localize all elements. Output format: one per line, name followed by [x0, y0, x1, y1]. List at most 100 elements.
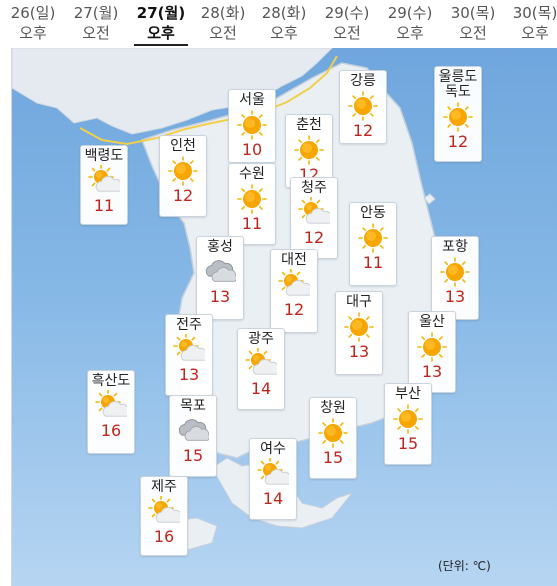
city-name: 여수: [260, 441, 286, 457]
city-name: 서울: [239, 92, 265, 108]
tab-3[interactable]: 28(화) 오전: [194, 3, 252, 43]
city-name: 목포: [180, 398, 206, 414]
city-card[interactable]: 여수 14: [249, 438, 297, 520]
city-temperature: 13: [444, 287, 466, 306]
city-card[interactable]: 인천 12: [159, 135, 207, 217]
city-name: 인천: [170, 138, 196, 154]
sun-icon: [439, 256, 471, 288]
tab-period: 오후: [396, 24, 424, 42]
cloudy-icon: [177, 415, 210, 447]
tab-0[interactable]: 26(일) 오후: [4, 3, 62, 43]
city-card[interactable]: 흑산도 16: [87, 370, 135, 454]
city-name: 청주: [301, 180, 327, 196]
city-temperature: 12: [447, 132, 469, 151]
sun-icon: [442, 101, 474, 133]
city-temperature: 14: [262, 489, 284, 508]
city-temperature: 12: [352, 121, 374, 140]
city-card[interactable]: 제주 16: [140, 476, 188, 556]
city-temperature: 10: [241, 140, 263, 159]
city-card[interactable]: 목포 15: [169, 395, 217, 477]
city-name: 흑산도: [91, 373, 131, 389]
city-name: 수원: [239, 166, 265, 182]
city-name: 울산: [419, 314, 445, 330]
partly-cloudy-icon: [95, 389, 130, 422]
city-name: 제주: [151, 479, 177, 495]
city-name: 대전: [281, 252, 307, 268]
tab-8[interactable]: 30(목) 오후: [506, 3, 557, 43]
city-temperature: 11: [241, 214, 263, 233]
unit-label: (단위: ℃): [438, 559, 491, 573]
sun-icon: [293, 134, 325, 166]
city-temperature: 11: [362, 253, 384, 272]
sun-icon: [317, 417, 349, 449]
tab-2[interactable]: 27(월) 오후: [132, 3, 190, 46]
tab-7[interactable]: 30(목) 오전: [444, 3, 502, 43]
city-card[interactable]: 부산 15: [384, 383, 432, 465]
city-card[interactable]: 백령도 11: [80, 145, 128, 225]
tab-date: 30(목): [450, 4, 496, 22]
city-temperature: 13: [209, 287, 231, 306]
city-card[interactable]: 안동 11: [349, 202, 397, 286]
city-temperature: 15: [182, 446, 204, 465]
city-temperature: 15: [322, 448, 344, 467]
city-name: 춘천: [296, 117, 322, 133]
city-card[interactable]: 홍성 13: [196, 236, 244, 320]
city-temperature: 15: [397, 434, 419, 453]
sun-icon: [236, 109, 268, 141]
tab-period: 오후: [270, 24, 298, 42]
tab-5[interactable]: 29(수) 오전: [318, 3, 376, 43]
city-name: 홍성: [207, 239, 233, 255]
city-name: 창원: [320, 400, 346, 416]
partly-cloudy-icon: [88, 164, 123, 197]
tab-date: 30(목): [512, 4, 557, 22]
city-card[interactable]: 대전 12: [270, 249, 318, 333]
city-temperature: 16: [100, 421, 122, 440]
city-temperature: 14: [250, 379, 272, 398]
city-card[interactable]: 서울 10: [228, 89, 276, 163]
tab-period: 오후: [147, 24, 175, 42]
cloudy-icon: [204, 256, 237, 288]
city-card[interactable]: 울산 13: [408, 311, 456, 393]
tab-period: 오후: [19, 24, 47, 42]
sun-icon: [416, 331, 448, 363]
city-name: 울릉도 독도: [438, 69, 478, 100]
partly-cloudy-icon: [257, 457, 292, 490]
weather-map: 서울 10 춘천 12 강릉 12 울릉도 독도 12 백령도 11 인천 12 수원 11 청주 12 안동 1…: [11, 48, 557, 586]
partly-cloudy-icon: [173, 333, 208, 366]
tab-4[interactable]: 28(화) 오후: [255, 3, 313, 43]
city-name: 대구: [346, 294, 372, 310]
sun-icon: [236, 183, 268, 215]
city-temperature: 16: [153, 527, 175, 546]
partly-cloudy-icon: [298, 196, 333, 229]
city-temperature: 13: [178, 365, 200, 384]
city-card[interactable]: 광주 14: [237, 328, 285, 410]
city-card[interactable]: 울릉도 독도 12: [434, 66, 482, 162]
tab-date: 29(수): [324, 4, 370, 22]
partly-cloudy-icon: [148, 495, 183, 528]
tab-period: 오전: [333, 24, 361, 42]
time-tabs: 26(일) 오후 27(월) 오전 27(월) 오후 28(화) 오전 28(화) 오후 29(수)…: [0, 0, 557, 48]
tab-date: 29(수): [387, 4, 433, 22]
tab-period: 오전: [459, 24, 487, 42]
city-temperature: 12: [283, 300, 305, 319]
city-card[interactable]: 강릉 12: [339, 70, 387, 144]
partly-cloudy-icon: [278, 268, 313, 301]
city-card[interactable]: 청주 12: [290, 177, 338, 259]
city-temperature: 11: [93, 196, 115, 215]
city-name: 강릉: [350, 73, 376, 89]
city-temperature: 13: [348, 342, 370, 361]
sun-icon: [357, 222, 389, 254]
tab-1[interactable]: 27(월) 오전: [67, 3, 125, 43]
partly-cloudy-icon: [245, 347, 280, 380]
city-card[interactable]: 대구 13: [335, 291, 383, 375]
city-card[interactable]: 포항 13: [431, 236, 479, 320]
sun-icon: [392, 403, 424, 435]
tab-6[interactable]: 29(수) 오후: [381, 3, 439, 43]
city-name: 광주: [248, 331, 274, 347]
selected-tab-underline: [134, 44, 188, 46]
city-card[interactable]: 창원 15: [309, 397, 357, 479]
tab-date: 28(화): [261, 4, 307, 22]
city-card[interactable]: 수원 11: [228, 163, 276, 245]
city-card[interactable]: 전주 13: [165, 314, 213, 396]
tab-period: 오전: [82, 24, 110, 42]
